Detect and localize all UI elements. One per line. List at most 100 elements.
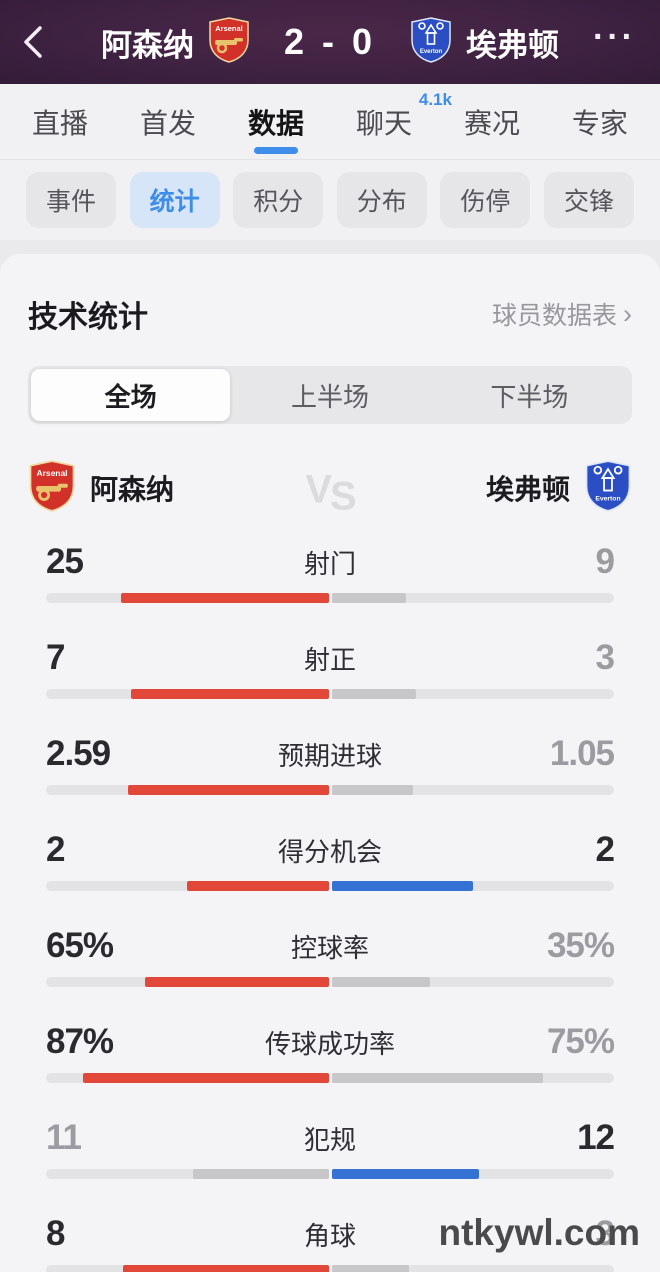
stat-label: 控球率: [290, 932, 369, 963]
stat-row: 87% 传球成功率 75%: [46, 1002, 615, 1098]
away-value: 1.05: [549, 734, 615, 773]
segment-上半场[interactable]: 上半场: [290, 381, 369, 412]
stat-row: 25 射门 9: [46, 522, 615, 618]
stat-bar: [46, 1265, 614, 1272]
everton-crest-icon: Everton: [584, 459, 632, 517]
away-bar-track: [331, 1265, 614, 1272]
player-data-link[interactable]: 球员数据表 ›: [492, 296, 632, 332]
away-team-name: 埃弗顿: [485, 474, 570, 505]
subtab-统计[interactable]: 统计: [129, 172, 220, 228]
home-bar-track: [46, 785, 329, 795]
home-value: 87%: [46, 1022, 114, 1061]
stat-label: 得分机会: [277, 836, 382, 867]
vs-watermark: VS: [305, 467, 356, 519]
stat-bar: [46, 785, 614, 795]
subtab-积分[interactable]: 积分: [233, 172, 324, 228]
back-button[interactable]: [22, 24, 58, 60]
svg-text:Arsenal: Arsenal: [215, 24, 243, 33]
stat-bar: [46, 593, 614, 603]
home-value: 7: [46, 638, 65, 677]
home-team-name: 阿森纳: [90, 474, 175, 505]
site-watermark: ntkywl.com: [438, 1212, 641, 1253]
home-bar-fill: [193, 1169, 329, 1179]
away-bar-fill: [331, 1169, 479, 1179]
away-value: 2: [595, 830, 615, 869]
home-value: 65%: [46, 926, 114, 965]
stats-card: 技术统计 球员数据表 › 全场 上半场 下半场 Arsenal 阿森纳: [0, 254, 660, 1272]
away-bar-track: [331, 1073, 614, 1083]
home-bar-fill: [82, 1073, 329, 1083]
away-bar-track: [331, 881, 614, 891]
section-title: 技术统计: [28, 301, 148, 334]
home-bar-track: [46, 1169, 329, 1179]
tab-首发[interactable]: 首发: [138, 88, 198, 156]
stat-row: 65% 控球率 35%: [46, 906, 615, 1002]
more-options-button[interactable]: ···: [593, 18, 636, 56]
tab-label: 赛况: [463, 107, 520, 139]
tab-聊天[interactable]: 聊天 4.1k: [354, 88, 452, 156]
stat-bar: [46, 1073, 614, 1083]
away-bar-fill: [331, 881, 473, 891]
subtab-分布[interactable]: 分布: [336, 172, 427, 228]
home-bar-fill: [120, 593, 329, 603]
score: 2 - 0: [283, 21, 377, 62]
home-bar-track: [46, 1073, 329, 1083]
away-value: 35%: [546, 926, 615, 965]
stat-row: 7 射正 3: [46, 618, 615, 714]
home-bar-fill: [127, 785, 329, 795]
header-away-team[interactable]: 埃弗顿: [466, 27, 560, 63]
everton-crest-icon: Everton: [410, 16, 452, 68]
away-bar-track: [331, 785, 614, 795]
tab-赛况[interactable]: 赛况: [462, 88, 522, 156]
arsenal-crest-icon: Arsenal: [28, 459, 76, 517]
tab-直播[interactable]: 直播: [30, 88, 90, 156]
main-tabs: 直播 首发 数据 聊天 4.1k 赛况 专家: [0, 84, 660, 160]
away-bar-fill: [331, 785, 414, 795]
home-bar-fill: [144, 977, 329, 987]
stat-label: 射正: [303, 644, 356, 675]
stats-list: 25 射门 9 7 射正 3 2.59 预期进球 1.05 2 得分机会 2 65% 控球率 35% 87% 传…: [28, 522, 632, 1272]
home-value: 25: [46, 542, 84, 581]
stat-row: 2.59 预期进球 1.05: [46, 714, 615, 810]
away-bar-fill: [331, 977, 431, 987]
chevron-right-icon: ›: [623, 298, 632, 329]
away-value: 3: [595, 638, 615, 677]
subtab-交锋[interactable]: 交锋: [543, 172, 634, 228]
home-bar-track: [46, 881, 329, 891]
away-bar-track: [331, 593, 614, 603]
segment-全场[interactable]: 全场: [31, 369, 231, 421]
away-bar-track: [331, 977, 614, 987]
away-bar-fill: [331, 1073, 544, 1083]
stat-bar: [46, 881, 614, 891]
section-header: 技术统计 球员数据表 ›: [28, 254, 632, 336]
tab-专家[interactable]: 专家: [570, 88, 630, 156]
stat-bar: [46, 689, 614, 699]
home-value: 8: [46, 1214, 65, 1253]
stat-row: 11 犯规 12: [46, 1098, 615, 1194]
period-segmented-control: 全场 上半场 下半场: [28, 366, 632, 424]
away-value: 12: [577, 1118, 615, 1157]
stat-bar: [46, 977, 614, 987]
home-value: 11: [46, 1118, 82, 1157]
away-value: 3: [595, 1214, 615, 1253]
header-home-team[interactable]: 阿森纳: [100, 27, 194, 63]
tab-数据[interactable]: 数据: [246, 88, 306, 156]
player-data-link-label: 球员数据表: [491, 302, 617, 330]
sub-tabs: 事件 统计 积分 分布 伤停 交锋: [0, 160, 660, 240]
svg-text:Everton: Everton: [595, 495, 620, 502]
subtab-伤停[interactable]: 伤停: [440, 172, 531, 228]
away-bar-fill: [331, 1265, 409, 1272]
stat-label: 犯规: [303, 1124, 356, 1155]
subtab-事件[interactable]: 事件: [26, 172, 117, 228]
home-value: 2: [46, 830, 65, 869]
tab-label: 聊天: [355, 107, 412, 139]
stat-row: 8 角球 3: [46, 1194, 615, 1272]
match-header: 阿森纳 Arsenal 2 - 0 Everton 埃弗顿 ···: [0, 0, 660, 84]
home-team-side: Arsenal 阿森纳: [28, 459, 175, 517]
home-bar-track: [46, 977, 329, 987]
svg-text:Everton: Everton: [420, 49, 443, 55]
segment-下半场[interactable]: 下半场: [490, 381, 569, 412]
home-value: 2.59: [46, 734, 111, 773]
away-value: 75%: [546, 1022, 615, 1061]
